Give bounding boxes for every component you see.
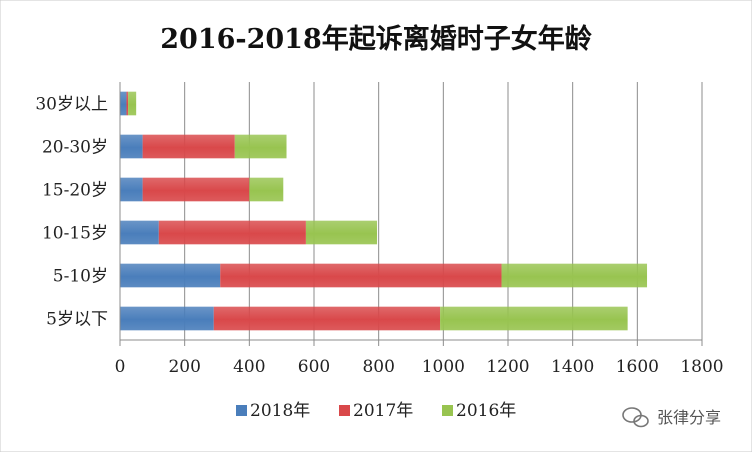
- x-tick-label: 0: [115, 357, 126, 377]
- bar-segment: [120, 91, 127, 116]
- category-label: 30岁以上: [35, 95, 108, 115]
- bar-segment: [142, 134, 235, 159]
- bar-segment: [128, 91, 137, 116]
- category-label: 5岁以下: [46, 310, 108, 330]
- bar-segment: [234, 134, 287, 159]
- y-axis: 5岁以下 5-10岁 10-15岁 15-20岁 20-30岁 30岁以上: [35, 95, 108, 330]
- category-label: 5-10岁: [53, 267, 108, 287]
- bar-segment: [249, 177, 284, 202]
- bar-segment: [220, 263, 502, 288]
- x-tick-label: 1400: [551, 357, 594, 377]
- category-label: 10-15岁: [42, 224, 108, 244]
- bar-segment: [440, 306, 628, 331]
- wechat-icon: [622, 407, 649, 428]
- bar-segment: [501, 263, 648, 288]
- bar-segment: [120, 306, 214, 331]
- bar-segment: [142, 177, 250, 202]
- x-axis: 0 200 400 600 800 1000 1200 1400 1600 1800: [115, 82, 724, 377]
- category-label: 20-30岁: [42, 138, 108, 158]
- legend-swatch: [442, 405, 453, 416]
- watermark: 张律分享: [622, 407, 721, 428]
- legend-label: 2018年: [250, 401, 310, 421]
- bar-segment: [120, 134, 143, 159]
- x-tick-label: 1200: [486, 357, 529, 377]
- x-tick-label: 1800: [680, 357, 723, 377]
- bar-segment: [158, 220, 306, 245]
- bars: [120, 91, 648, 331]
- x-tick-label: 400: [233, 357, 265, 377]
- x-tick-label: 1600: [616, 357, 659, 377]
- bar-segment: [120, 177, 143, 202]
- bar-segment: [213, 306, 441, 331]
- gridlines: [184, 82, 703, 340]
- bar-segment: [120, 220, 159, 245]
- legend-label: 2016年: [456, 401, 516, 421]
- legend-label: 2017年: [353, 401, 413, 421]
- bar-segment: [305, 220, 378, 245]
- watermark-text: 张律分享: [657, 408, 721, 427]
- x-tick-label: 200: [168, 357, 200, 377]
- legend-swatch: [236, 405, 247, 416]
- legend: 2018年 2017年 2016年: [236, 401, 516, 421]
- bar-segment: [120, 263, 221, 288]
- chart-title: 2016-2018年起诉离婚时子女年龄: [160, 23, 592, 55]
- category-label: 15-20岁: [42, 181, 108, 201]
- legend-swatch: [339, 405, 350, 416]
- x-tick-label: 600: [298, 357, 330, 377]
- x-tick-label: 800: [362, 357, 394, 377]
- bar-segment: [126, 91, 129, 116]
- x-tick-label: 1000: [422, 357, 465, 377]
